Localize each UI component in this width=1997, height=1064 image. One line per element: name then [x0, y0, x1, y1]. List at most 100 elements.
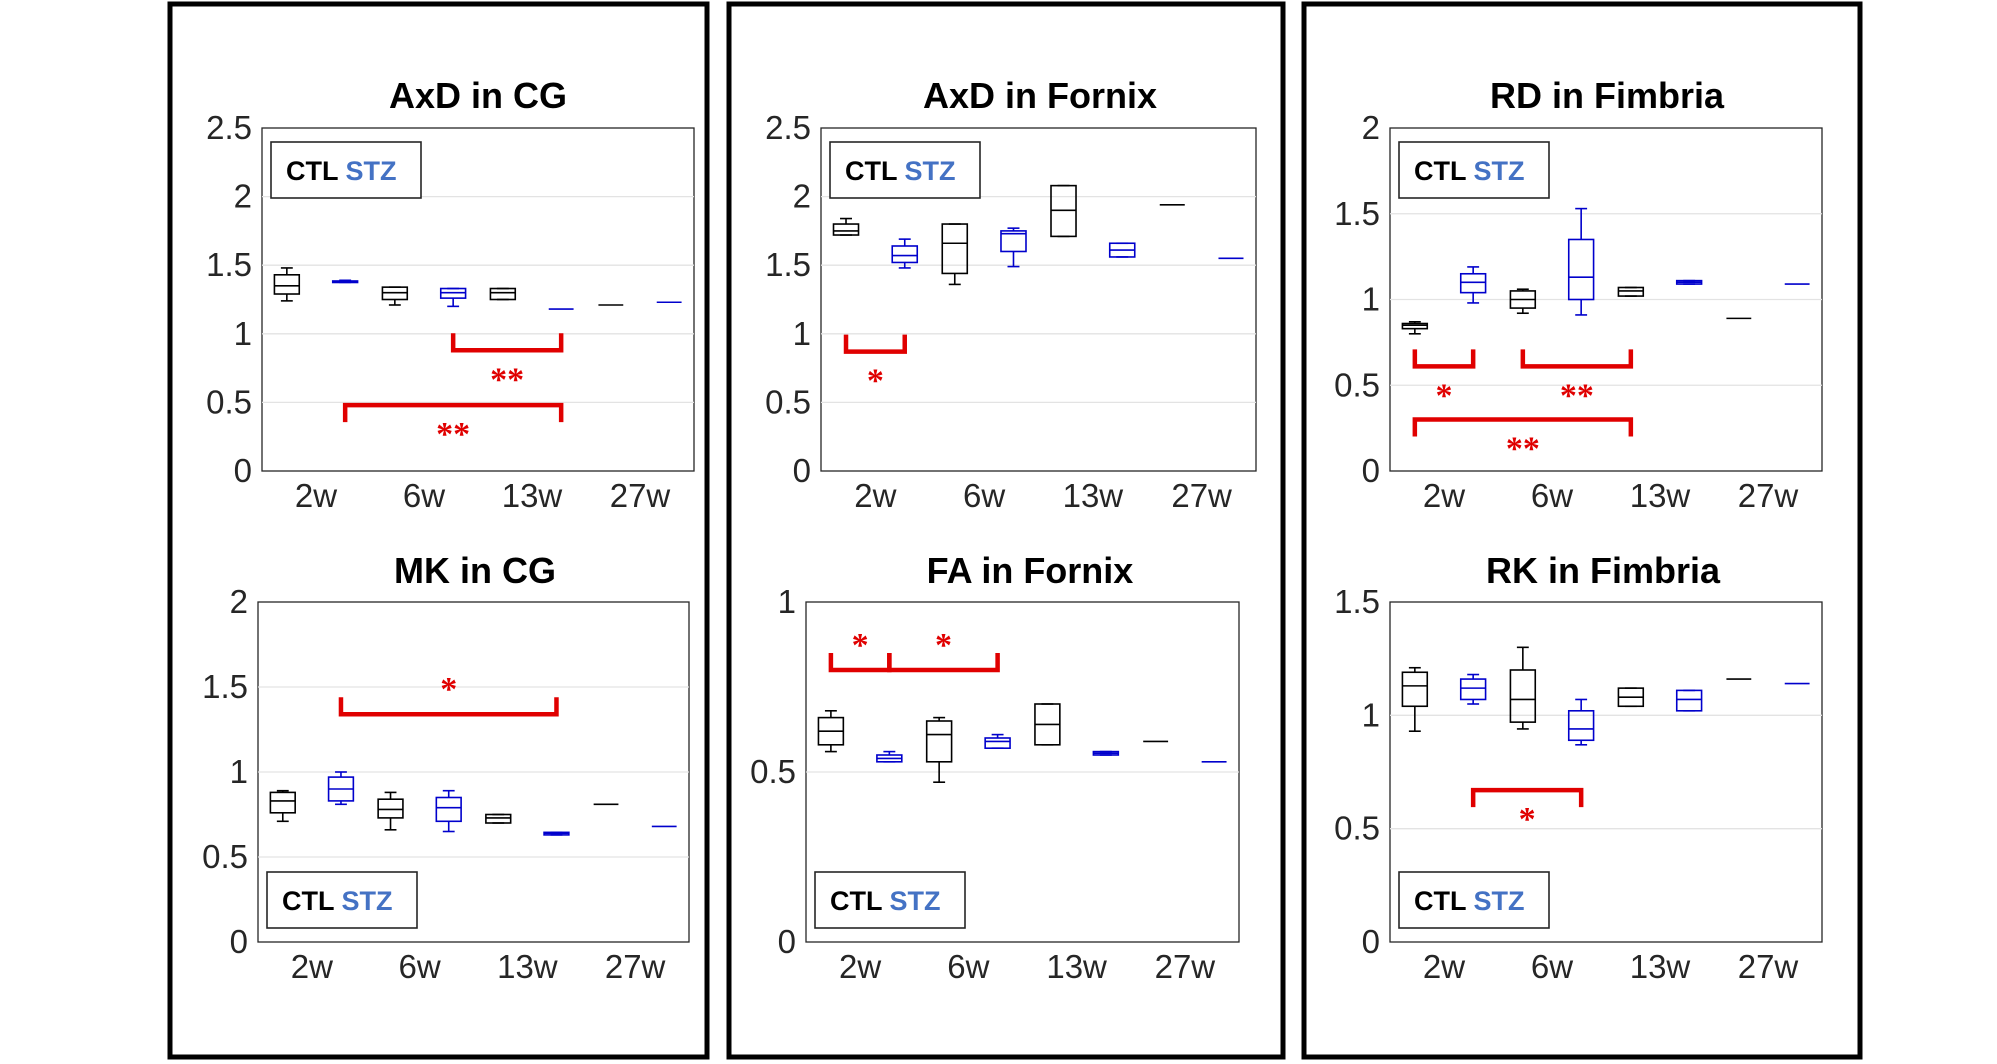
x-tick-label: 27w	[605, 948, 666, 985]
x-tick-label: 13w	[1630, 477, 1691, 514]
iqr-box	[377, 798, 404, 819]
iqr-box	[273, 274, 301, 295]
significance-label: **	[1560, 377, 1594, 414]
y-tick-label: 1	[234, 315, 252, 352]
legend-stz: STZ	[1474, 886, 1525, 916]
y-tick-label: 2.5	[206, 109, 252, 146]
y-tick-label: 1.5	[1334, 583, 1380, 620]
significance-bracket	[1520, 349, 1634, 369]
panel-frame-fornix	[726, 1, 1286, 1060]
box-ctl-2w	[832, 217, 860, 236]
box-stz-2w	[876, 750, 903, 763]
legend-ctl: CTL	[286, 156, 346, 186]
y-tick-label: 1.5	[1334, 195, 1380, 232]
box-ctl-6w	[1509, 288, 1537, 315]
box-ctl-13w	[485, 813, 512, 824]
box-stz-2w	[327, 771, 355, 806]
legend-stz: STZ	[1474, 156, 1525, 186]
legend-box	[266, 871, 418, 929]
y-tick-label: 1	[1362, 281, 1380, 318]
significance-label: *	[1519, 801, 1536, 838]
y-tick-label: 1	[778, 583, 796, 620]
box-ctl-2w	[1401, 320, 1429, 335]
significance-label: *	[935, 627, 952, 664]
box-ctl-2w	[817, 709, 845, 753]
legend-ctl: CTL	[830, 886, 890, 916]
iqr-box	[485, 813, 512, 824]
y-tick-label: 1.5	[206, 246, 252, 283]
box-ctl-2w	[273, 267, 301, 302]
box-ctl-13w	[1617, 286, 1645, 297]
x-tick-label: 27w	[610, 477, 671, 514]
legend-box	[814, 871, 966, 929]
significance-label: *	[852, 627, 869, 664]
y-tick-label: 1.5	[202, 668, 248, 705]
x-tick-label: 2w	[291, 948, 333, 985]
legend-ctl: CTL	[1414, 886, 1474, 916]
box-ctl-13w	[489, 287, 517, 301]
y-tick-label: 0	[793, 452, 811, 489]
box-stz-2w	[331, 279, 359, 284]
y-tick-label: 0	[230, 923, 248, 960]
iqr-box	[941, 223, 969, 275]
legend-text: CTL STZ	[845, 156, 956, 186]
chart-4: 0 0.5 1 2w 6w 13w 27w FA in Fornix * * CTL STZ	[750, 550, 1240, 985]
x-tick-label: 2w	[1423, 477, 1465, 514]
iqr-box	[1509, 669, 1537, 723]
iqr-box	[435, 796, 462, 823]
box-stz-6w	[1567, 207, 1595, 316]
x-tick-label: 27w	[1171, 477, 1232, 514]
x-tick-label: 6w	[403, 477, 445, 514]
x-tick-label: 13w	[1630, 948, 1691, 985]
chart-title: RK in Fimbria	[1486, 550, 1721, 591]
chart-title: MK in CG	[394, 550, 556, 591]
panel-frame-fimbria	[1301, 1, 1863, 1060]
legend-stz: STZ	[346, 156, 397, 186]
box-ctl-2w	[1401, 666, 1429, 733]
chart-title: RD in Fimbria	[1490, 75, 1725, 116]
legend: CTL STZ	[1398, 141, 1550, 199]
y-tick-label: 0.5	[1334, 366, 1380, 403]
legend-stz: STZ	[342, 886, 393, 916]
chart-title: AxD in Fornix	[923, 75, 1157, 116]
y-tick-label: 0.5	[1334, 810, 1380, 847]
legend-text: CTL STZ	[830, 886, 941, 916]
chart-title: FA in Fornix	[927, 550, 1134, 591]
x-tick-label: 6w	[1531, 948, 1573, 985]
significance-bracket	[843, 334, 907, 354]
y-tick-label: 1.5	[765, 246, 811, 283]
significance-label: **	[1506, 431, 1540, 468]
significance-label: *	[440, 671, 457, 708]
iqr-box	[925, 720, 953, 763]
box-ctl-6w	[1509, 646, 1537, 730]
y-tick-label: 2.5	[765, 109, 811, 146]
x-tick-label: 27w	[1155, 948, 1216, 985]
box-ctl-13w	[1034, 703, 1061, 746]
legend-stz: STZ	[905, 156, 956, 186]
iqr-box	[1459, 678, 1487, 701]
box-stz-13w	[543, 831, 570, 836]
significance-bracket	[342, 402, 564, 423]
y-tick-label: 0.5	[750, 753, 796, 790]
box-stz-13w	[1092, 750, 1120, 756]
legend-text: CTL STZ	[286, 156, 397, 186]
iqr-box	[984, 737, 1011, 749]
significance-label: **	[436, 416, 470, 453]
box-stz-2w	[891, 238, 919, 269]
significance-label: *	[1436, 377, 1453, 414]
box-stz-2w	[1459, 673, 1487, 705]
y-tick-label: 2	[793, 178, 811, 215]
chart-title: AxD in CG	[389, 75, 567, 116]
x-tick-label: 13w	[1063, 477, 1124, 514]
x-tick-label: 6w	[963, 477, 1005, 514]
iqr-box	[1401, 671, 1429, 708]
box-stz-6w	[984, 733, 1011, 750]
x-tick-label: 2w	[839, 948, 881, 985]
chart-0: 0 0.5 1 1.5 2 2.5 2w 6w 13w 27w AxD in CG ** ** CTL S…	[206, 75, 695, 514]
box-stz-6w	[435, 789, 462, 833]
y-tick-label: 1	[793, 315, 811, 352]
iqr-box	[1567, 709, 1595, 742]
x-tick-label: 13w	[497, 948, 558, 985]
